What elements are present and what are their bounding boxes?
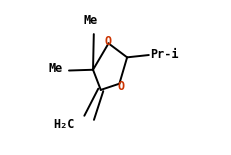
Text: Me: Me xyxy=(84,14,98,27)
Text: Me: Me xyxy=(49,62,63,75)
Text: O: O xyxy=(105,35,112,48)
Text: O: O xyxy=(117,80,125,93)
Text: Pr-i: Pr-i xyxy=(150,48,179,61)
Text: H₂C: H₂C xyxy=(53,117,74,131)
